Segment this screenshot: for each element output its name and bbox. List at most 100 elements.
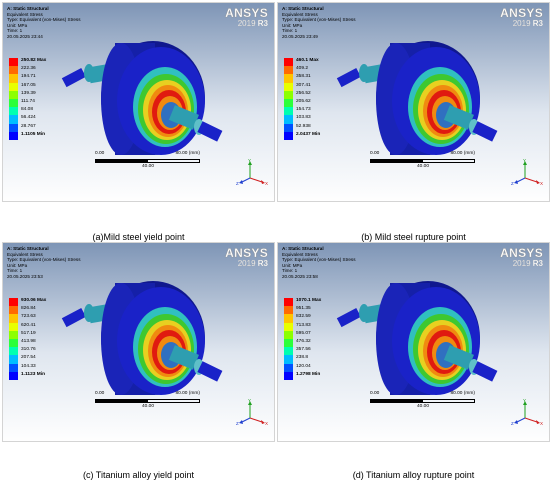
z-axis-label: Z — [511, 421, 514, 426]
legend-value: 1.1123 Min — [21, 371, 45, 377]
legend-value: 1.2798 Min — [296, 371, 321, 377]
scale-bar-graphic — [370, 159, 475, 163]
header-line: A: Static Structural — [282, 6, 324, 11]
legend-value: 84.08 — [21, 107, 34, 113]
legend-swatch — [284, 131, 293, 140]
legend-value: 826.84 — [21, 306, 36, 312]
scale-bar-fill — [96, 160, 148, 162]
legend-value: 460.1 Max — [296, 58, 319, 63]
scale-mid: 40.00 — [142, 404, 155, 409]
z-axis-line — [516, 177, 526, 183]
legend-swatch — [284, 363, 293, 372]
result-header: A: Static Structural Equivalent Stress Typ… — [282, 246, 356, 280]
x-axis-label: X — [540, 181, 543, 186]
scale-end: 80.00 (mm) — [450, 391, 475, 396]
result-panel-3: A: Static Structural Equivalent Stress Typ… — [2, 242, 275, 442]
ansys-name: ANSYS — [500, 6, 543, 20]
scale-mid: 40.00 — [142, 164, 155, 169]
header-line: Equivalent Stress — [282, 251, 318, 257]
legend-swatch — [284, 298, 293, 307]
version-release: R3 — [532, 19, 543, 28]
legend-value: 56.424 — [21, 115, 36, 121]
x-axis-arrow — [261, 180, 265, 184]
ansys-name: ANSYS — [500, 246, 543, 260]
legend-swatch — [284, 82, 293, 91]
right-shaft-end — [197, 361, 223, 382]
version-release: R3 — [257, 19, 268, 28]
header-line: Equivalent Stress — [7, 11, 43, 17]
legend-value: 111.74 — [21, 98, 35, 104]
panel-caption: (d) Titanium alloy rupture point — [352, 470, 475, 480]
axis-triad: Y X Z — [236, 398, 268, 426]
y-axis-label: Y — [248, 158, 251, 163]
legend-value: 250.82 Max — [21, 58, 47, 63]
header-line: A: Static Structural — [7, 246, 49, 251]
left-shaft-end — [61, 307, 86, 328]
version-year: 2019 — [237, 19, 256, 28]
y-axis-label: Y — [523, 158, 526, 163]
ansys-name: ANSYS — [225, 6, 268, 20]
header-line: 20.05.2025 23:53 — [7, 273, 43, 279]
version-year: 2019 — [237, 259, 256, 268]
panel-caption: (b) Mild steel rupture point — [361, 232, 466, 242]
y-axis-label: Y — [248, 398, 251, 403]
legend-swatch — [9, 74, 18, 83]
rotor-model — [336, 41, 498, 155]
panel-caption: (a)Mild steel yield point — [92, 232, 185, 242]
y-axis-arrow — [248, 161, 252, 165]
legend-swatch — [9, 298, 18, 307]
scale-end: 80.00 (mm) — [450, 151, 475, 156]
y-axis-arrow — [248, 401, 252, 405]
right-shaft-end — [472, 361, 498, 382]
header-line: A: Static Structural — [282, 246, 324, 251]
legend-value: 207.54 — [21, 355, 36, 361]
legend-value: 713.83 — [296, 322, 311, 328]
x-axis-line — [249, 177, 263, 183]
legend-value: 951.35 — [296, 306, 311, 312]
legend-value: 1070.1 Max — [296, 298, 322, 303]
header-line: Type: Equivalent (von-Mises) Stress — [282, 17, 356, 23]
z-axis-line — [241, 417, 251, 423]
legend-swatch — [284, 347, 293, 356]
axis-triad: Y X Z — [236, 158, 268, 186]
legend-value: 476.32 — [296, 338, 311, 344]
z-axis-label: Z — [236, 421, 239, 426]
scale-mid: 40.00 — [417, 404, 430, 409]
legend-value: 154.73 — [296, 107, 311, 113]
right-shaft-end — [472, 121, 498, 142]
header-line: Time: 1 — [282, 28, 298, 34]
scale-bar-graphic — [95, 399, 200, 403]
model-viewport[interactable] — [3, 3, 275, 202]
legend-swatch — [9, 314, 18, 323]
y-axis-arrow — [523, 161, 527, 165]
scale-end: 80.00 (mm) — [175, 151, 200, 156]
ansys-version: 2019 R3 — [500, 259, 543, 268]
legend-value: 930.06 Max — [21, 298, 47, 303]
scale-start: 0.00 — [95, 151, 105, 156]
x-axis-arrow — [261, 420, 265, 424]
scale-bar-graphic — [95, 159, 200, 163]
model-viewport[interactable] — [278, 243, 550, 442]
result-header: A: Static Structural Equivalent Stress Typ… — [7, 6, 81, 40]
header-line: Equivalent Stress — [282, 11, 318, 17]
legend-swatch — [284, 371, 293, 380]
legend-swatch — [284, 115, 293, 124]
legend-swatch — [284, 306, 293, 315]
legend-value: 409.2 — [296, 66, 309, 72]
ansys-name: ANSYS — [225, 246, 268, 260]
model-viewport[interactable] — [278, 3, 550, 202]
ansys-version: 2019 R3 — [500, 19, 543, 28]
legend-value: 307.41 — [296, 82, 311, 88]
header-line: Unit: MPa — [7, 22, 28, 28]
header-line: Equivalent Stress — [7, 251, 43, 257]
legend-value: 517.19 — [21, 330, 36, 336]
version-release: R3 — [532, 259, 543, 268]
header-line: 20.05.2025 23:44 — [7, 33, 43, 39]
x-axis-label: X — [540, 421, 543, 426]
panel-caption: (c) Titanium alloy yield point — [82, 470, 195, 480]
x-axis-label: X — [265, 181, 268, 186]
legend-value: 167.05 — [21, 82, 36, 88]
result-panel-2: A: Static Structural Equivalent Stress Typ… — [277, 2, 550, 202]
legend-value: 832.59 — [296, 314, 311, 320]
model-viewport[interactable] — [3, 243, 275, 442]
